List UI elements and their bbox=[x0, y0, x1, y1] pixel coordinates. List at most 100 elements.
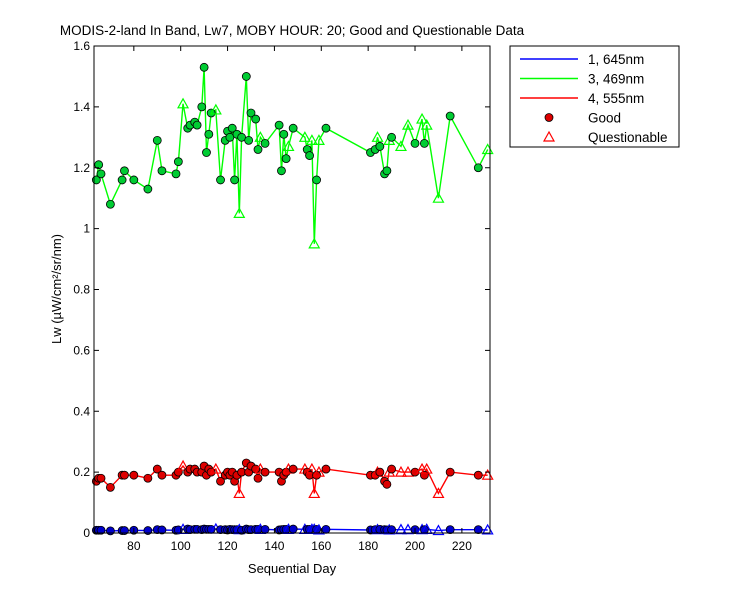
questionable-point bbox=[420, 118, 433, 130]
questionable-point bbox=[177, 459, 190, 471]
good-point bbox=[106, 526, 115, 536]
y-tick-label: 0.8 bbox=[73, 283, 90, 297]
good-point bbox=[227, 123, 237, 133]
plot-area: 80 100 120 140 160 180 200 220 0 0.2 0.4 0.6 0.8 1 1.… bbox=[73, 39, 494, 553]
good-point bbox=[216, 175, 225, 185]
legend-label: 3, 469nm bbox=[588, 72, 644, 87]
legend-item: 3, 469nm bbox=[520, 72, 644, 87]
questionable-point bbox=[308, 237, 321, 249]
legend-item: 4, 555nm bbox=[520, 91, 644, 106]
good-point bbox=[312, 175, 322, 185]
good-point bbox=[129, 470, 139, 480]
good-point bbox=[445, 525, 455, 535]
good-point bbox=[199, 62, 209, 72]
good-point bbox=[251, 114, 261, 124]
good-point bbox=[473, 163, 483, 173]
good-point bbox=[253, 145, 263, 154]
y-tick-label: 1 bbox=[83, 222, 90, 236]
good-point bbox=[230, 175, 239, 185]
legend-triangle-marker bbox=[542, 130, 556, 142]
x-tick-label: 200 bbox=[405, 539, 425, 553]
questionable-point bbox=[209, 462, 222, 474]
good-point bbox=[152, 464, 162, 474]
legend-item: Questionable bbox=[542, 130, 668, 145]
questionable-point bbox=[394, 140, 407, 152]
x-tick-label: 160 bbox=[311, 539, 331, 553]
good-point bbox=[216, 476, 225, 486]
questionable-point bbox=[233, 207, 246, 219]
good-point bbox=[410, 138, 420, 148]
plot-background bbox=[94, 46, 490, 533]
good-point bbox=[288, 123, 298, 133]
x-tick-label: 80 bbox=[127, 539, 141, 553]
good-point bbox=[244, 135, 254, 145]
good-point bbox=[157, 166, 167, 176]
questionable-point bbox=[305, 134, 318, 145]
good-point bbox=[173, 157, 183, 167]
questionable-point bbox=[233, 487, 246, 499]
series-2 bbox=[91, 62, 494, 249]
questionable-point bbox=[394, 523, 407, 535]
good-point bbox=[253, 473, 263, 483]
y-tick-label: 0.6 bbox=[73, 343, 90, 357]
good-point bbox=[321, 524, 331, 534]
good-point bbox=[96, 169, 106, 179]
good-point bbox=[129, 175, 139, 185]
good-point bbox=[375, 142, 385, 151]
good-point bbox=[281, 154, 291, 164]
good-point bbox=[94, 160, 104, 170]
x-tick-label: 120 bbox=[218, 539, 238, 553]
questionable-point bbox=[432, 191, 445, 203]
good-point bbox=[202, 148, 211, 157]
good-point bbox=[288, 524, 298, 534]
good-point bbox=[410, 467, 420, 477]
good-point bbox=[106, 199, 115, 209]
good-point bbox=[473, 470, 483, 480]
legend-item: 1, 645nm bbox=[520, 52, 644, 67]
good-point bbox=[157, 525, 167, 535]
good-point bbox=[321, 464, 331, 474]
good-point bbox=[260, 467, 270, 477]
good-point bbox=[260, 524, 270, 534]
good-point bbox=[288, 464, 298, 474]
legend-box bbox=[509, 45, 680, 148]
chart-title: MODIS-2-land In Band, Lw7, MOBY HOUR: 20… bbox=[60, 23, 525, 38]
good-point bbox=[445, 467, 455, 477]
questionable-point bbox=[416, 112, 429, 124]
good-point bbox=[152, 135, 162, 145]
good-point bbox=[274, 120, 284, 130]
x-tick-label: 180 bbox=[358, 539, 378, 553]
x-tick-label: 220 bbox=[452, 539, 472, 553]
good-point bbox=[382, 166, 392, 176]
questionable-point bbox=[282, 140, 295, 152]
good-point bbox=[382, 479, 392, 489]
series-3 bbox=[91, 458, 494, 499]
good-point bbox=[96, 473, 106, 483]
y-tick-label: 0 bbox=[83, 526, 90, 540]
questionable-point bbox=[308, 487, 321, 499]
questionable-point bbox=[312, 134, 325, 145]
good-point bbox=[445, 111, 455, 121]
questionable-point bbox=[298, 131, 311, 142]
questionable-point bbox=[209, 103, 222, 115]
questionable-point bbox=[371, 131, 384, 142]
good-point bbox=[260, 138, 270, 148]
y-axis: 0 0.2 0.4 0.6 0.8 1 1.2 1.4 1.6 bbox=[73, 39, 490, 540]
legend-label: Questionable bbox=[588, 130, 668, 145]
good-point bbox=[387, 132, 396, 142]
good-point bbox=[279, 129, 289, 139]
questionable-point bbox=[177, 97, 190, 109]
good-point bbox=[387, 464, 396, 474]
good-point bbox=[419, 138, 429, 148]
y-tick-label: 0.4 bbox=[73, 404, 90, 418]
good-point bbox=[305, 151, 314, 160]
good-point bbox=[120, 470, 129, 480]
questionable-point bbox=[432, 487, 445, 499]
questionable-point bbox=[312, 465, 325, 477]
y-tick-label: 1.4 bbox=[73, 100, 90, 114]
good-point bbox=[375, 467, 385, 477]
y-axis-label: Lw (µW/cm²/sr/nm) bbox=[49, 234, 64, 344]
y-tick-label: 1.6 bbox=[73, 39, 90, 53]
good-point bbox=[120, 166, 129, 176]
